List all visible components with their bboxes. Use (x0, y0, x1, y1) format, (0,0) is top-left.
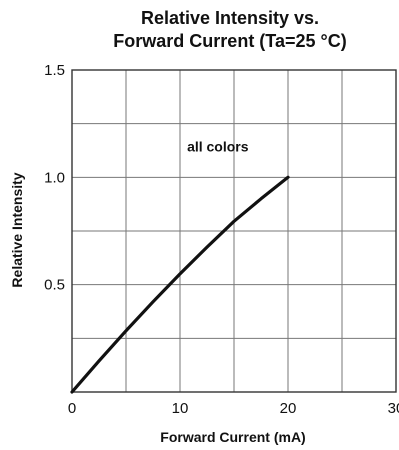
annotation-all-colors: all colors (187, 139, 249, 155)
series-line (70, 175, 290, 394)
x-tick-label: 10 (172, 400, 189, 417)
y-tick-label: 1.0 (44, 169, 65, 186)
chart-title-line-2: Forward Current (Ta=25 °C) (113, 31, 346, 51)
tick-labels: 0 10 20 30 0.5 1.0 1.5 (44, 62, 399, 417)
y-axis-label: Relative Intensity (9, 172, 25, 287)
x-axis-label: Forward Current (mA) (160, 429, 305, 445)
chart-title-line-1: Relative Intensity vs. (141, 8, 319, 28)
y-tick-label: 1.5 (44, 62, 65, 79)
plot-frame (71, 69, 397, 393)
x-tick-label: 30 (388, 400, 399, 417)
x-tick-label: 20 (280, 400, 297, 417)
x-tick-label: 0 (68, 400, 76, 417)
curve-layer (70, 175, 290, 394)
grid-lines (72, 70, 396, 392)
y-tick-label: 0.5 (44, 277, 65, 294)
